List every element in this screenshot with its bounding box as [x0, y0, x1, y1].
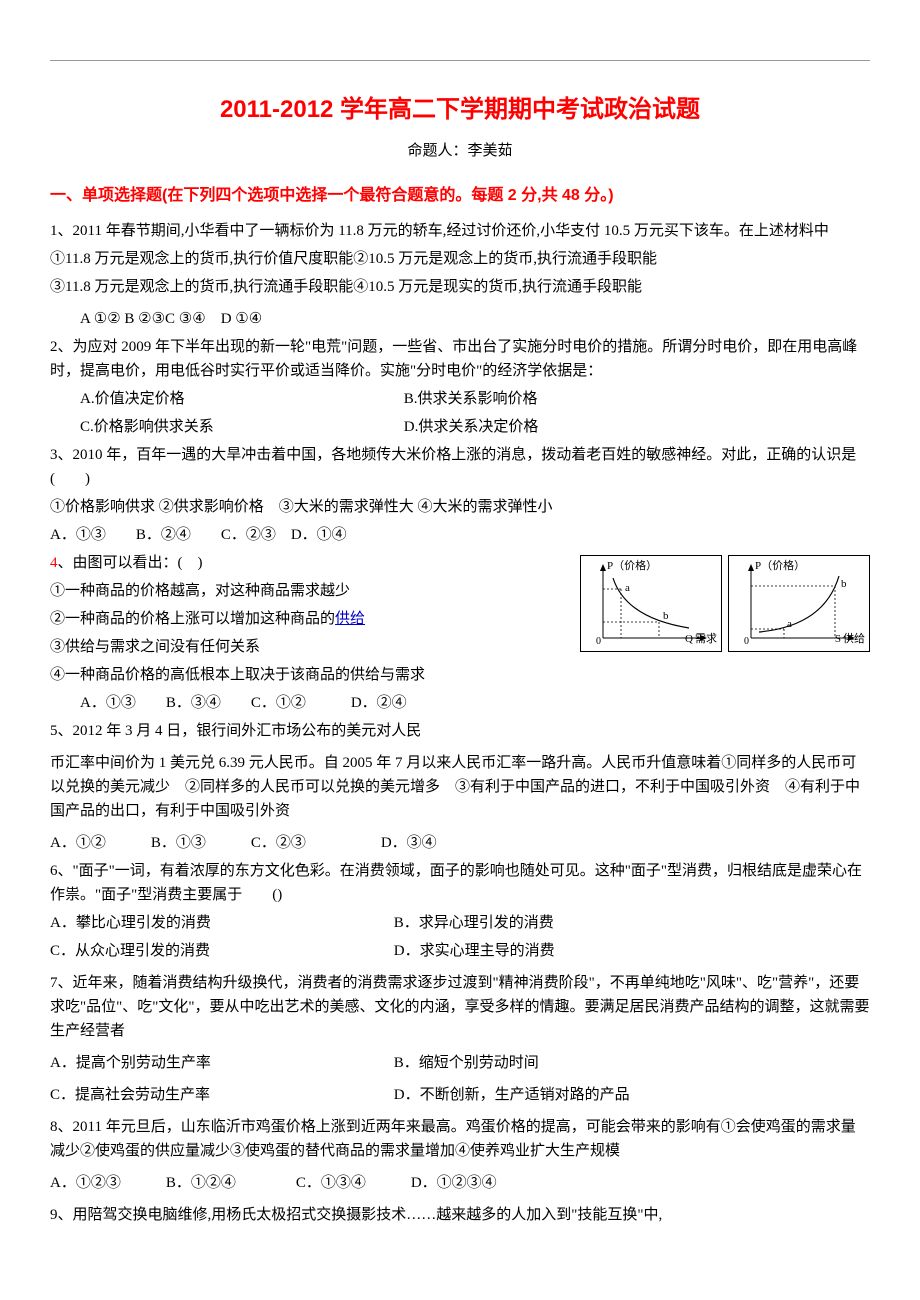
question-2: 2、为应对 2009 年下半年出现的新一轮"电荒"问题，一些省、市出台了实施分时…: [50, 335, 870, 383]
q5-num: 5、: [50, 723, 73, 739]
supply-curve-panel: P（价格） 0 a b S 供给: [728, 555, 870, 652]
q2-num: 2、: [50, 339, 73, 355]
section-1-heading: 一、单项选择题(在下列四个选项中选择一个最符合题意的。每题 2 分,共 48 分…: [50, 183, 870, 209]
q7-stem: 近年来，随着消费结构升级换代，消费者的消费需求逐步过渡到"精神消费阶段"，不再单…: [50, 975, 870, 1039]
supply-y-label: P（价格）: [755, 558, 805, 576]
q6-optA: A．攀比心理引发的消费: [50, 911, 390, 935]
top-rule: [50, 60, 870, 61]
question-3: 3、2010 年，百年一遇的大旱冲击着中国，各地频传大米价格上涨的消息，拨动着老…: [50, 443, 870, 491]
q9-stem: 用陪驾交换电脑维修,用杨氏太极招式交换摄影技术……越来越多的人加入到"技能互换"…: [73, 1207, 663, 1223]
q2-optA: A.价值决定价格: [80, 387, 400, 411]
supply-x-label: 供给: [843, 631, 865, 649]
exam-title: 2011-2012 学年高二下学期期中考试政治试题: [50, 91, 870, 129]
supply-pt-a: a: [787, 616, 792, 634]
q7-optC: C．提高社会劳动生产率: [50, 1083, 390, 1107]
q4-l2-pre: ②一种商品的价格上涨可以增加这种商品的: [50, 611, 335, 627]
q2-opts-row2: C.价格影响供求关系 D.供求关系决定价格: [50, 415, 870, 439]
q6-optC: C．从众心理引发的消费: [50, 939, 390, 963]
q7-optB: B．缩短个别劳动时间: [394, 1055, 539, 1071]
question-5: 5、2012 年 3 月 4 日，银行间外汇市场公布的美元对人民: [50, 719, 870, 743]
exam-author: 命题人：李美茹: [50, 139, 870, 163]
question-1: 1、2011 年春节期间,小华看中了一辆标价为 11.8 万元的轿车,经过讨价还…: [50, 219, 870, 243]
q1-options: A ①② B ②③C ③④ D ①④: [50, 307, 870, 331]
demand-pt-b: b: [663, 608, 669, 626]
q7-optA: A．提高个别劳动生产率: [50, 1051, 390, 1075]
supply-link[interactable]: 供给: [335, 611, 365, 627]
svg-text:0: 0: [744, 636, 749, 647]
q3-stem: 2010 年，百年一遇的大旱冲击着中国，各地频传大米价格上涨的消息，拨动着老百姓…: [50, 447, 856, 487]
q6-optD: D．求实心理主导的消费: [394, 943, 555, 959]
demand-x-label: 需求: [695, 631, 717, 649]
q4-options: A．①③ B．③④ C．①② D．②④: [50, 691, 870, 715]
q8-stem: 2011 年元旦后，山东临沂市鸡蛋价格上涨到近两年来最高。鸡蛋价格的提高，可能会…: [50, 1119, 856, 1159]
q1-line1: ①11.8 万元是观念上的货币,执行价值尺度职能②10.5 万元是观念上的货币,…: [50, 247, 870, 271]
q7-num: 7、: [50, 975, 73, 991]
q1-num: 1、: [50, 223, 73, 239]
q8-options: A．①②③ B．①②④ C．①③④ D．①②③④: [50, 1171, 870, 1195]
svg-text:0: 0: [596, 636, 601, 647]
q7-opts-row1: A．提高个别劳动生产率 B．缩短个别劳动时间: [50, 1051, 870, 1075]
q5-stem1: 2012 年 3 月 4 日，银行间外汇市场公布的美元对人民: [73, 723, 422, 739]
q2-optD: D.供求关系决定价格: [404, 419, 539, 435]
supply-demand-chart: P（价格） 0 a b Q 需求 P（价格）: [580, 555, 870, 652]
q2-optC: C.价格影响供求关系: [80, 415, 400, 439]
q1-line2: ③11.8 万元是观念上的货币,执行流通手段职能④10.5 万元是现实的货币,执…: [50, 275, 870, 299]
q2-stem: 为应对 2009 年下半年出现的新一轮"电荒"问题，一些省、市出台了实施分时电价…: [50, 339, 857, 379]
question-8: 8、2011 年元旦后，山东临沂市鸡蛋价格上涨到近两年来最高。鸡蛋价格的提高，可…: [50, 1115, 870, 1163]
q6-num: 6、: [50, 863, 73, 879]
q6-optB: B．求异心理引发的消费: [394, 915, 554, 931]
question-6: 6、"面子"一词，有着浓厚的东方文化色彩。在消费领域，面子的影响也随处可见。这种…: [50, 859, 870, 907]
q2-opts-row1: A.价值决定价格 B.供求关系影响价格: [50, 387, 870, 411]
q7-optD: D．不断创新，生产适销对路的产品: [394, 1087, 630, 1103]
q8-num: 8、: [50, 1119, 73, 1135]
demand-curve-panel: P（价格） 0 a b Q 需求: [580, 555, 722, 652]
question-7: 7、近年来，随着消费结构升级换代，消费者的消费需求逐步过渡到"精神消费阶段"，不…: [50, 971, 870, 1043]
question-9: 9、用陪驾交换电脑维修,用杨氏太极招式交换摄影技术……越来越多的人加入到"技能互…: [50, 1203, 870, 1227]
q4-l4: ④一种商品价格的高低根本上取决于该商品的供给与需求: [50, 663, 870, 687]
q2-optB: B.供求关系影响价格: [404, 391, 538, 407]
q5-options: A．①② B．①③ C．②③ D．③④: [50, 831, 870, 855]
demand-x-end: Q: [685, 631, 693, 649]
q6-opts-row1: A．攀比心理引发的消费 B．求异心理引发的消费: [50, 911, 870, 935]
q6-opts-row2: C．从众心理引发的消费 D．求实心理主导的消费: [50, 939, 870, 963]
q4-num-red: 4: [50, 555, 58, 571]
supply-pt-b: b: [841, 576, 847, 594]
q3-line1: ①价格影响供求 ②供求影响价格 ③大米的需求弹性大 ④大米的需求弹性小: [50, 495, 870, 519]
q4-stem: 、由图可以看出：( ): [58, 555, 203, 571]
q5-stem2: 币汇率中间价为 1 美元兑 6.39 元人民币。自 2005 年 7 月以来人民…: [50, 751, 870, 823]
q9-num: 9、: [50, 1207, 73, 1223]
q1-stem: 2011 年春节期间,小华看中了一辆标价为 11.8 万元的轿车,经过讨价还价,…: [73, 223, 829, 239]
q3-options: A．①③ B．②④ C．②③ D．①④: [50, 523, 870, 547]
q7-opts-row2: C．提高社会劳动生产率 D．不断创新，生产适销对路的产品: [50, 1083, 870, 1107]
q6-stem: "面子"一词，有着浓厚的东方文化色彩。在消费领域，面子的影响也随处可见。这种"面…: [50, 863, 862, 903]
supply-x-end: S: [835, 631, 841, 649]
demand-pt-a: a: [625, 580, 630, 598]
q3-num: 3、: [50, 447, 73, 463]
demand-y-label: P（价格）: [607, 558, 657, 576]
